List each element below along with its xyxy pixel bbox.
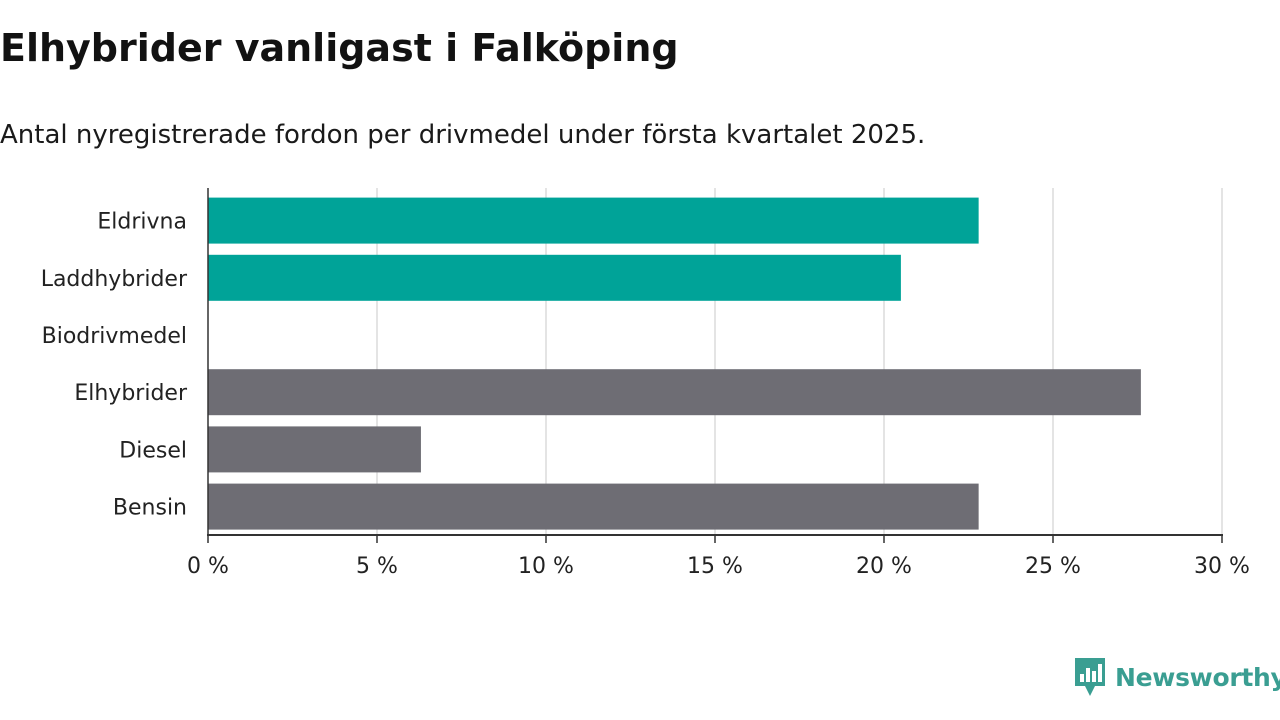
x-tick-label: 15 % — [687, 554, 743, 579]
category-label: Laddhybrider — [41, 267, 188, 292]
chart-subtitle: Antal nyregistrerade fordon per drivmede… — [0, 120, 926, 150]
bar — [208, 369, 1141, 416]
x-tick-label: 20 % — [856, 554, 912, 579]
x-tick-label: 30 % — [1194, 554, 1250, 579]
brand-name: Newsworthy — [1115, 662, 1280, 692]
chart-title: Elhybrider vanligast i Falköping — [0, 26, 679, 70]
x-tick-label: 25 % — [1025, 554, 1081, 579]
category-label: Elhybrider — [74, 381, 188, 406]
category-label: Eldrivna — [97, 210, 187, 235]
bar — [208, 483, 979, 530]
bar — [208, 197, 979, 244]
x-tick-label: 5 % — [356, 554, 398, 579]
bar — [208, 254, 901, 301]
brand-logo: Newsworthy — [1073, 656, 1280, 698]
x-tick-label: 10 % — [518, 554, 574, 579]
newsworthy-logo-icon — [1075, 658, 1105, 696]
category-label: Biodrivmedel — [42, 324, 187, 349]
category-label: Bensin — [113, 496, 187, 521]
category-label: Diesel — [119, 438, 187, 463]
x-tick-label: 0 % — [187, 554, 229, 579]
bar — [208, 426, 421, 473]
